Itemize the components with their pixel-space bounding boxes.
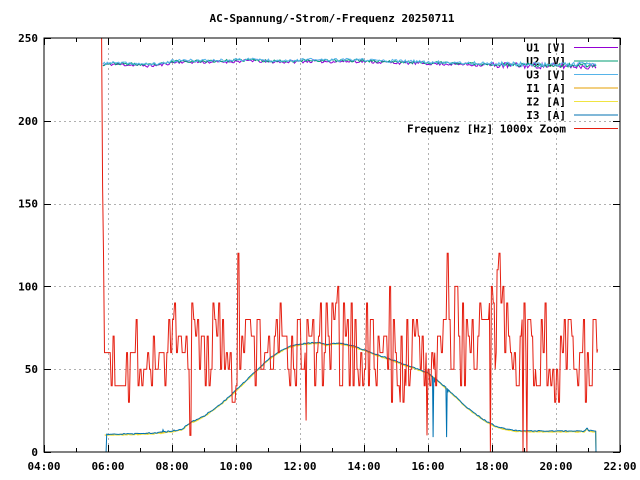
x-tick-label: 04:00: [27, 460, 60, 473]
y-tick-label: 100: [18, 280, 38, 293]
y-tick-label: 150: [18, 198, 38, 211]
gridlines: [44, 38, 620, 452]
x-tick-label: 16:00: [411, 460, 444, 473]
legend-label-U3: U3 [V]: [526, 69, 566, 82]
axis-tick-labels: 0 50 100 150 200 250 04:00 06:00 08:00 10:00 12:00…: [18, 32, 636, 473]
legend-label-I2: I2 [A]: [526, 96, 566, 109]
x-tick-label: 20:00: [539, 460, 572, 473]
y-tick-label: 200: [18, 115, 38, 128]
legend-label-F: Frequenz [Hz] 1000x Zoom: [407, 123, 566, 136]
plot-series: [101, 37, 599, 453]
x-tick-label: 10:00: [219, 460, 252, 473]
x-tick-label: 12:00: [283, 460, 316, 473]
axis-ticks: [44, 38, 621, 453]
chart-title: AC-Spannung/-Strom/-Frequenz 20250711: [209, 12, 454, 25]
y-tick-label: 50: [25, 363, 38, 376]
chart-legend: U1 [V]U2 [V]U3 [V]I1 [A]I2 [A]I3 [A]Freq…: [407, 42, 618, 136]
series-line-I3: [105, 341, 597, 453]
y-tick-label: 0: [31, 446, 38, 459]
series-line-U3: [102, 57, 597, 68]
legend-label-U1: U1 [V]: [526, 42, 566, 55]
y-tick-label: 250: [18, 32, 38, 45]
series-line-F: [101, 37, 599, 453]
x-tick-label: 08:00: [155, 460, 188, 473]
legend-label-I3: I3 [A]: [526, 109, 566, 122]
x-tick-label: 22:00: [603, 460, 636, 473]
x-tick-label: 18:00: [475, 460, 508, 473]
legend-label-I1: I1 [A]: [526, 82, 566, 95]
x-tick-label: 14:00: [347, 460, 380, 473]
x-tick-label: 06:00: [91, 460, 124, 473]
